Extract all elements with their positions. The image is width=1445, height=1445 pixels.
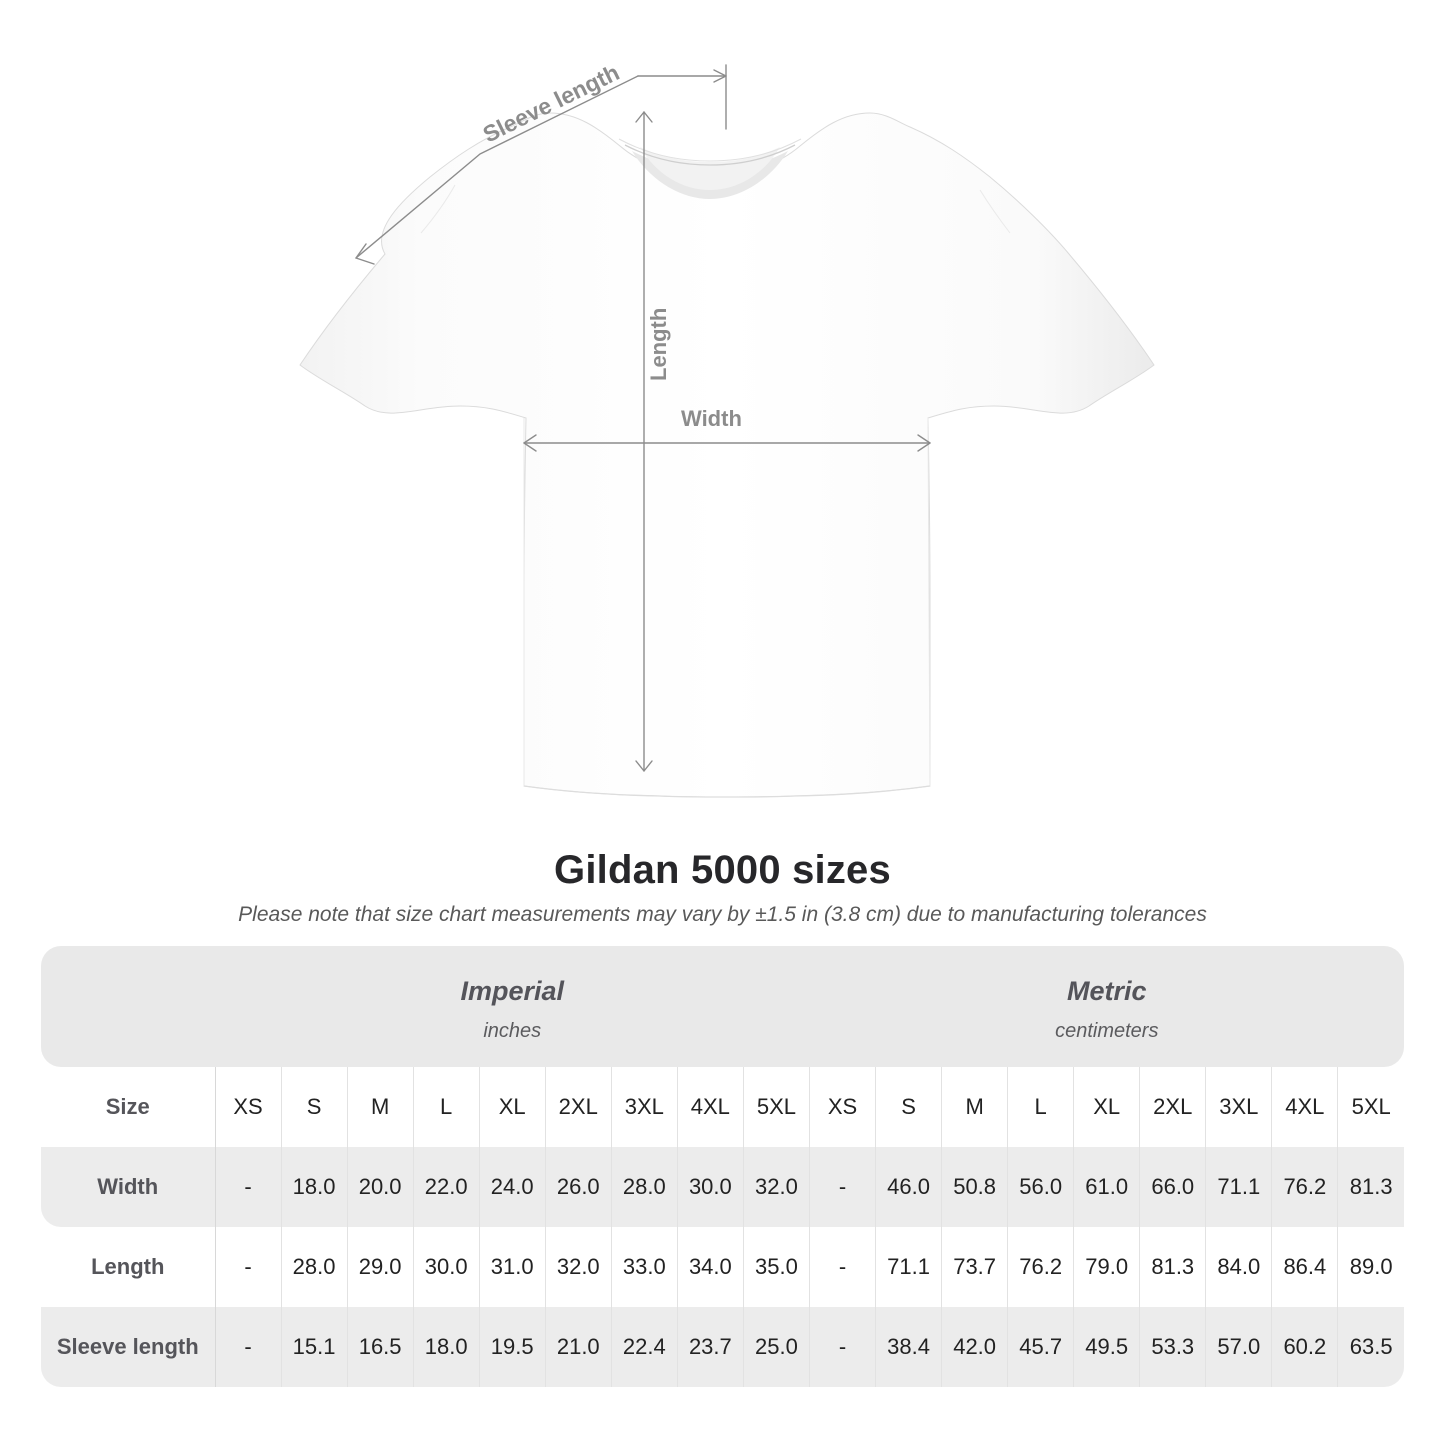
svg-text:Length: Length	[646, 308, 671, 381]
svg-text:Width: Width	[681, 406, 742, 431]
